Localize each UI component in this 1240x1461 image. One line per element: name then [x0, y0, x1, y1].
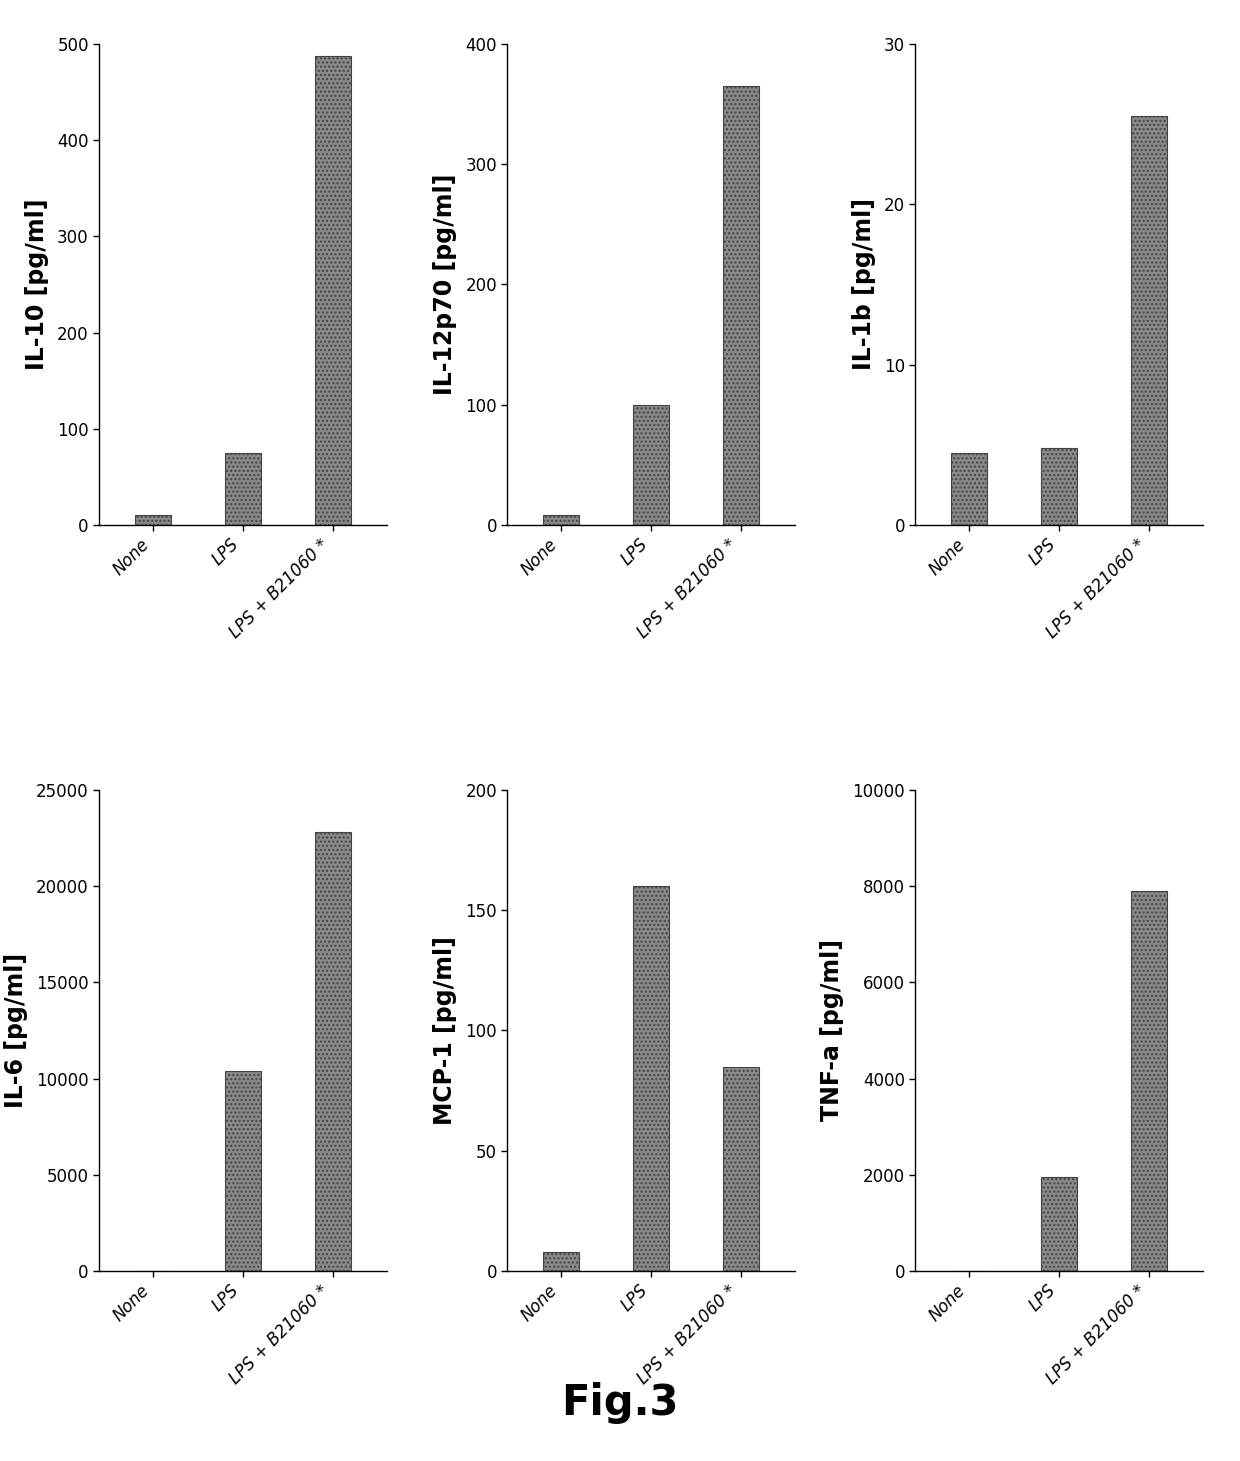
Y-axis label: IL-6 [pg/ml]: IL-6 [pg/ml]: [4, 953, 27, 1107]
Bar: [1131, 891, 1167, 1271]
Bar: [723, 86, 759, 524]
Y-axis label: IL-10 [pg/ml]: IL-10 [pg/ml]: [25, 199, 48, 370]
Bar: [723, 1067, 759, 1271]
Bar: [634, 405, 668, 524]
Bar: [1042, 1178, 1078, 1271]
Bar: [634, 885, 668, 1271]
Text: Fig.3: Fig.3: [562, 1382, 678, 1423]
Bar: [543, 516, 579, 524]
Bar: [135, 516, 171, 524]
Y-axis label: IL-1b [pg/ml]: IL-1b [pg/ml]: [852, 199, 875, 371]
Y-axis label: IL-12p70 [pg/ml]: IL-12p70 [pg/ml]: [433, 174, 456, 394]
Y-axis label: TNF-a [pg/ml]: TNF-a [pg/ml]: [820, 939, 844, 1122]
Bar: [1131, 115, 1167, 524]
Bar: [315, 57, 351, 524]
Bar: [315, 833, 351, 1271]
Bar: [951, 453, 987, 524]
Bar: [1042, 449, 1078, 524]
Bar: [543, 1252, 579, 1271]
Y-axis label: MCP-1 [pg/ml]: MCP-1 [pg/ml]: [433, 937, 456, 1125]
Bar: [224, 453, 260, 524]
Bar: [224, 1071, 260, 1271]
